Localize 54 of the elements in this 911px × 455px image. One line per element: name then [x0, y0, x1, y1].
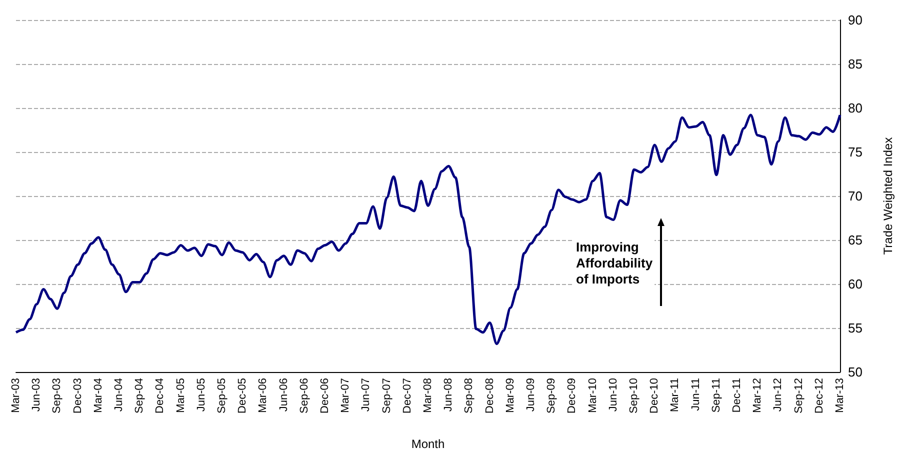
x-tick-label: Mar-09 — [504, 378, 516, 413]
x-tick-label: Mar-05 — [174, 378, 187, 413]
y2-axis-title: Trade Weighted Index — [881, 137, 895, 255]
x-tick-label: Sep-10 — [628, 378, 640, 414]
x-tick-label: Sep-07 — [380, 378, 393, 414]
y2-tick-label: 60 — [848, 276, 862, 292]
x-tick-label: Dec-03 — [72, 378, 84, 414]
x-tick-label: Dec-06 — [319, 378, 331, 414]
x-tick-label: Mar-11 — [669, 378, 682, 412]
x-tick-label: Sep-03 — [51, 378, 64, 414]
x-tick-label: Sep-11 — [710, 378, 722, 413]
x-tick-label: Mar-03 — [10, 378, 22, 413]
x-tick-label: Jun-07 — [360, 378, 372, 412]
annotation: Improving Affordability of Imports — [576, 240, 654, 286]
y2-tick-label: 55 — [848, 320, 862, 336]
y2-tick-label: 85 — [848, 56, 862, 72]
x-tick-label: Sep-06 — [298, 378, 310, 414]
y2-tick-label: 50 — [848, 364, 862, 380]
x-tick-label: Jun-04 — [113, 378, 125, 412]
x-tick-label: Dec-09 — [566, 378, 578, 414]
x-tick-label: Mar-08 — [422, 378, 434, 413]
x-tick-label: Dec-05 — [236, 378, 249, 414]
x-tick-label: Sep-12 — [792, 378, 805, 414]
x-tick-label: Sep-04 — [134, 378, 146, 414]
x-axis-title: Month — [411, 437, 445, 451]
x-tick-label: Jun-09 — [525, 378, 537, 412]
x-tick-label: Jun-05 — [195, 378, 208, 412]
x-tick-label: Sep-08 — [463, 378, 476, 414]
x-tick-label: Dec-08 — [484, 378, 496, 414]
x-tick-label: Mar-13 — [834, 378, 846, 413]
x-tick-label: Sep-09 — [546, 378, 558, 414]
y2-tick-label: 75 — [848, 144, 862, 160]
y2-tick-label: 70 — [848, 188, 862, 204]
x-tick-label: Dec-07 — [401, 378, 414, 414]
x-tick-label: Dec-11 — [731, 378, 743, 413]
x-tick-label: Jun-11 — [690, 378, 702, 411]
x-tick-label: Mar-04 — [92, 378, 104, 413]
x-tick-label: Jun-03 — [30, 378, 43, 412]
x-tick-label: Mar-12 — [752, 378, 764, 413]
x-tick-label: Jun-12 — [772, 378, 784, 412]
y2-tick-label: 80 — [848, 100, 862, 116]
y2-tick-label: 65 — [848, 232, 862, 248]
x-tick-label: Sep-05 — [216, 378, 228, 414]
x-tick-label: Jun-08 — [442, 378, 455, 412]
x-tick-label: Dec-12 — [813, 378, 826, 414]
x-tick-label: Jun-06 — [278, 378, 290, 412]
x-tick-label: Dec-04 — [154, 378, 166, 414]
y2-tick-label: 90 — [848, 12, 862, 28]
line-series — [14, 114, 842, 346]
x-tick-label: Jun-10 — [607, 378, 620, 412]
x-tick-label: Mar-07 — [340, 378, 352, 413]
x-tick-label: Mar-06 — [257, 378, 270, 413]
x-tick-label: Mar-10 — [586, 378, 599, 413]
x-tick-label: Dec-10 — [648, 378, 661, 414]
